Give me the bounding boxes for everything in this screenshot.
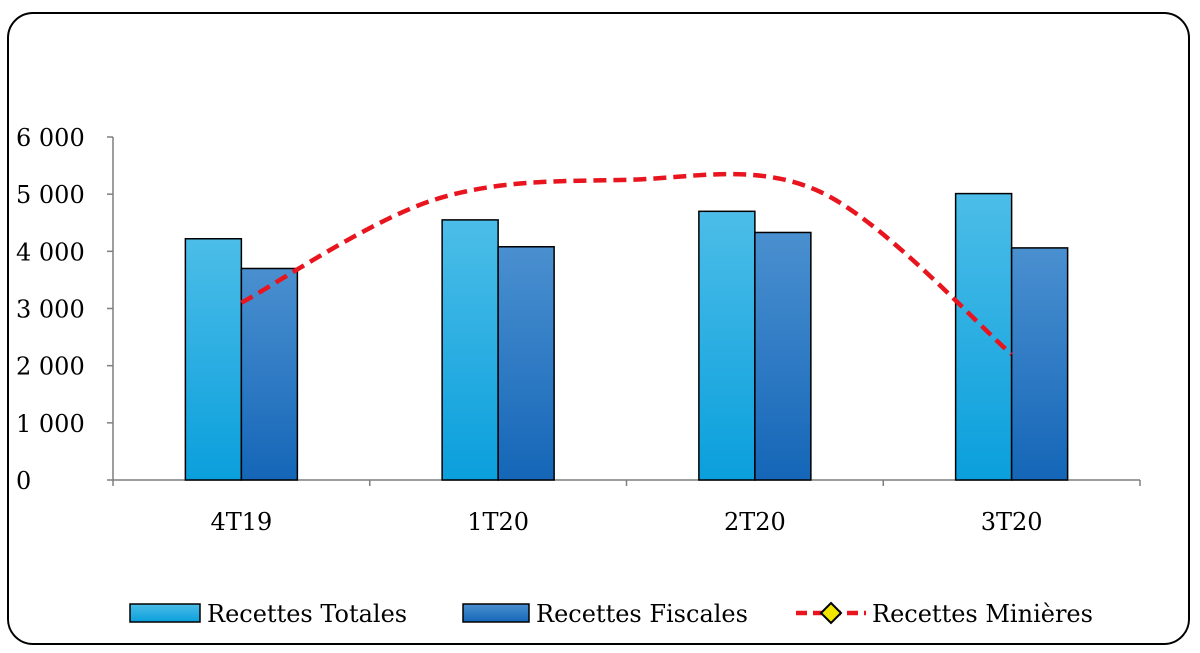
y-tick-label: 5 000: [16, 181, 85, 209]
axes: 0 1 000 2 000 3 000 4 000 5 000 6 000 4T19 1T20 2…: [16, 124, 1141, 536]
legend: Recettes Totales Recettes Fiscales Recette…: [129, 600, 1093, 628]
y-tick-label: 0: [16, 467, 31, 495]
y-tick-label: 3 000: [16, 296, 85, 324]
bar-recettes-totales: [441, 219, 499, 481]
legend-swatch-recettes-totales: [129, 603, 201, 623]
bar-recettes-fiscales: [754, 231, 812, 481]
bar-recettes-totales: [184, 238, 243, 481]
x-tick-label: 4T19: [210, 508, 272, 536]
y-tick-label: 2 000: [16, 353, 85, 381]
legend-label-recettes-fiscales: Recettes Fiscales: [536, 600, 748, 628]
x-tick-label: 3T20: [981, 508, 1043, 536]
y-tick-label: 1 000: [16, 410, 85, 438]
bar-recettes-fiscales: [240, 267, 299, 481]
bars: [184, 192, 1069, 481]
bar-recettes-totales: [954, 192, 1013, 481]
x-tick-label: 1T20: [467, 508, 529, 536]
legend-diamond-marker: [819, 601, 843, 625]
bar-recettes-fiscales: [1010, 247, 1069, 481]
legend-label-recettes-totales: Recettes Totales: [207, 600, 407, 628]
y-tick-label: 6 000: [16, 124, 85, 152]
line-series: [240, 171, 1014, 356]
legend-label-recettes-minieres: Recettes Minières: [872, 600, 1093, 628]
legend-swatch-recettes-fiscales: [462, 603, 530, 623]
bar-recettes-totales: [698, 210, 756, 481]
line-recettes-minieres: [240, 171, 1014, 356]
bar-recettes-fiscales: [497, 246, 555, 481]
y-tick-label: 4 000: [16, 238, 85, 266]
x-tick-label: 2T20: [724, 508, 786, 536]
